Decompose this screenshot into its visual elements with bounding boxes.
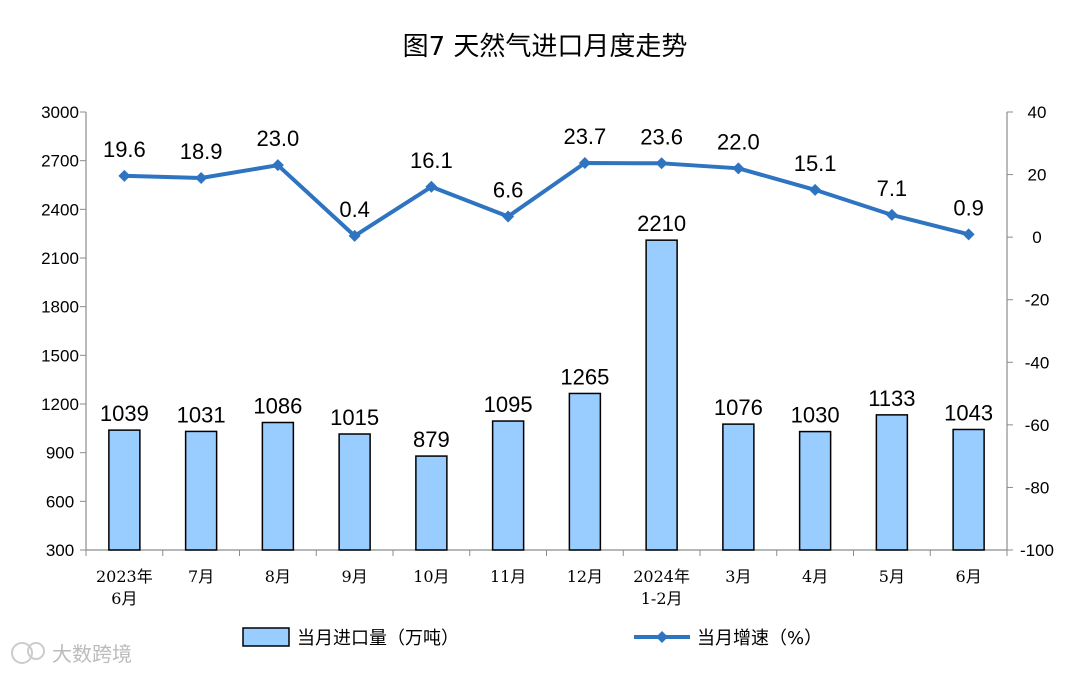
bar-series	[108, 239, 985, 551]
legend-bar-label: 当月进口量（万吨）	[297, 628, 459, 649]
line-series	[118, 156, 975, 242]
axes: 300 600 900 1200 1500 1800 2100 2400 2700 3000 -10…	[41, 103, 1054, 560]
line-value-label: 0.9	[953, 195, 984, 220]
left-tick-label: 2700	[41, 152, 79, 171]
line-point	[271, 159, 284, 172]
left-tick-label: 900	[46, 444, 74, 463]
bar	[568, 392, 602, 551]
category-label: 7月	[188, 567, 214, 586]
line-value-label: 18.9	[180, 139, 223, 164]
category-label: 1-2月	[641, 589, 683, 608]
right-tick-label: -100	[1020, 541, 1054, 560]
legend-line-marker	[656, 631, 668, 643]
line-point	[962, 228, 975, 241]
right-tick-label: -20	[1025, 291, 1050, 310]
category-label: 4月	[802, 567, 828, 586]
line-value-label: 16.1	[410, 148, 453, 173]
line-point	[655, 157, 668, 170]
bar-value-label: 1095	[484, 392, 533, 417]
left-tick-label: 2100	[41, 249, 79, 268]
line-value-label: 23.0	[256, 126, 299, 151]
right-tick-label: 40	[1028, 103, 1047, 122]
category-label: 9月	[342, 567, 368, 586]
watermark: 大数跨境	[11, 642, 132, 666]
watermark-logo-icon	[11, 642, 33, 664]
data-labels: 1039 1031 1086 1015 879 1095 1265 2210 1076 1030 1…	[100, 124, 993, 452]
bar	[338, 433, 371, 551]
left-tick-label: 1800	[41, 298, 79, 317]
bar-value-label: 1086	[253, 393, 302, 418]
category-label: 12月	[567, 567, 603, 586]
watermark-logo-icon-2	[27, 642, 45, 660]
bar	[645, 239, 678, 551]
left-tick-label: 1200	[41, 395, 79, 414]
line-point	[732, 162, 745, 175]
bar-value-label: 1030	[791, 403, 840, 428]
category-label: 6月	[111, 589, 137, 608]
line-value-label: 0.4	[339, 197, 370, 222]
category-label: 2024年	[633, 567, 690, 586]
right-tick-label: -80	[1025, 478, 1050, 497]
line-value-label: 6.6	[493, 177, 524, 202]
category-label: 3月	[725, 567, 751, 586]
line-value-label: 23.6	[640, 124, 683, 149]
line-point	[348, 229, 361, 242]
category-label: 5月	[879, 567, 905, 586]
bar	[184, 430, 218, 551]
line-point	[425, 180, 438, 193]
line-value-label: 7.1	[877, 176, 908, 201]
bar-value-label: 1133	[868, 386, 915, 411]
left-tick-label: 300	[46, 541, 74, 560]
category-label: 8月	[265, 567, 291, 586]
right-tick-label: -40	[1025, 353, 1050, 372]
line-value-label: 15.1	[794, 151, 837, 176]
bar	[875, 414, 909, 551]
category-labels: 2023年 6月 7月 8月 9月 10月 11月 12月 2024年 1-2月 3月 4月 5月 6月	[96, 567, 982, 608]
bar	[491, 420, 525, 551]
legend-line-label: 当月增速（%）	[697, 628, 822, 649]
chart-title: 图7 天然气进口月度走势	[403, 32, 688, 62]
line-value-label: 22.0	[717, 129, 760, 154]
bar-value-label: 1265	[560, 364, 609, 389]
left-tick-label: 1500	[41, 346, 79, 365]
category-label: 11月	[490, 567, 526, 586]
left-tick-label: 600	[46, 492, 74, 511]
watermark-text: 大数跨境	[52, 642, 132, 666]
line-point	[809, 183, 822, 196]
bar	[108, 429, 141, 551]
bar	[952, 428, 985, 551]
bar-value-label: 879	[413, 427, 450, 452]
category-label: 6月	[956, 567, 982, 586]
bar-value-label: 1015	[330, 405, 379, 430]
line-value-label: 23.7	[563, 124, 606, 149]
category-label: 10月	[413, 567, 449, 586]
line-point	[195, 172, 208, 185]
line-path	[124, 160, 970, 238]
line-point	[118, 169, 131, 182]
line-point	[885, 208, 898, 221]
bar	[722, 423, 755, 551]
line-point	[578, 156, 591, 169]
bar	[798, 430, 832, 551]
category-label: 2023年	[96, 567, 153, 586]
bar-value-label: 1031	[177, 402, 226, 427]
line-value-label: 19.6	[103, 137, 146, 162]
left-tick-label: 3000	[41, 103, 79, 122]
right-tick-label: 0	[1032, 228, 1041, 247]
bar	[415, 455, 448, 551]
right-tick-label: 20	[1028, 166, 1047, 185]
legend-bar-swatch	[242, 627, 290, 647]
bar-value-label: 2210	[637, 211, 686, 236]
right-tick-label: -60	[1025, 416, 1050, 435]
bar-value-label: 1076	[714, 395, 763, 420]
bar-value-label: 1043	[944, 400, 993, 425]
legend: 当月进口量（万吨） 当月增速（%）	[242, 627, 822, 649]
line-point	[502, 210, 515, 223]
bar	[261, 421, 295, 551]
bar-value-label: 1039	[100, 401, 149, 426]
left-tick-label: 2400	[41, 200, 79, 219]
